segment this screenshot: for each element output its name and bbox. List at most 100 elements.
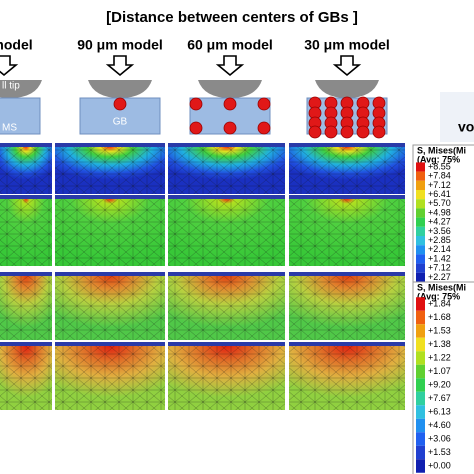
legend-swatch xyxy=(416,432,425,446)
grain-boundary xyxy=(223,121,237,135)
grain-boundary xyxy=(189,121,203,135)
legend-subtitle: (Avg: 75% xyxy=(417,291,460,301)
legend-subtitle: (Avg: 75% xyxy=(417,154,460,164)
surface-strip xyxy=(168,143,285,148)
body-label: MS xyxy=(2,123,17,134)
legend-title: S, Mises(Mi xyxy=(417,145,466,155)
legend-swatch xyxy=(416,351,425,365)
body-label: GB xyxy=(113,117,128,128)
legend-value: +9.20 xyxy=(428,379,451,389)
side-panel xyxy=(440,92,474,142)
indenter xyxy=(88,80,152,98)
legend-value: +1.07 xyxy=(428,366,451,376)
legend-value: +1.84 xyxy=(428,298,451,308)
indenter xyxy=(198,80,262,98)
legend-value: +1.22 xyxy=(428,352,451,362)
surface-strip xyxy=(168,272,285,277)
mesh xyxy=(168,147,285,194)
mesh xyxy=(168,199,285,266)
load-arrow xyxy=(0,55,19,77)
surface-strip xyxy=(55,143,165,148)
legend-value: +8.55 xyxy=(428,161,451,171)
mesh xyxy=(0,276,52,340)
mesh xyxy=(289,276,405,340)
indenter xyxy=(315,80,379,98)
mesh xyxy=(289,147,405,194)
mesh xyxy=(0,199,52,266)
legend-swatch xyxy=(416,254,425,264)
legend-title: S, Mises(Mi xyxy=(417,282,466,292)
grain-boundary xyxy=(356,125,370,139)
legend-value: +4.60 xyxy=(428,420,451,430)
mesh xyxy=(55,346,165,410)
legend-swatch xyxy=(416,297,425,311)
legend-value: +2.14 xyxy=(428,244,451,254)
legend-value: +2.85 xyxy=(428,235,451,245)
surface-strip xyxy=(0,195,52,200)
mesh xyxy=(0,346,52,410)
column-label: 60 μm model xyxy=(187,37,273,53)
load-arrow xyxy=(105,55,135,77)
grain-boundary xyxy=(372,125,386,139)
surface-strip xyxy=(55,342,165,347)
legend-swatch xyxy=(416,263,425,273)
legend-swatch xyxy=(416,190,425,200)
legend-swatch xyxy=(416,405,425,419)
grain-boundary xyxy=(223,97,237,111)
mesh xyxy=(55,199,165,266)
surface-strip xyxy=(0,342,52,347)
legend-swatch xyxy=(416,418,425,433)
legend-swatch xyxy=(416,310,425,325)
side-label: vo xyxy=(458,119,474,135)
legend-swatch xyxy=(416,459,425,473)
legend-value: +5.70 xyxy=(428,198,451,208)
legend-value: +1.68 xyxy=(428,312,451,322)
legend-swatch xyxy=(416,337,425,352)
load-arrow xyxy=(332,55,362,77)
mesh xyxy=(289,199,405,266)
legend-value: +7.12 xyxy=(428,263,451,273)
legend-swatch xyxy=(416,391,425,406)
mesh xyxy=(289,346,405,410)
surface-strip xyxy=(0,272,52,277)
column-label: 30 μm model xyxy=(304,37,390,53)
surface-strip xyxy=(289,342,405,347)
figure-title: [Distance between centers of GBs ] xyxy=(106,9,358,26)
grain-boundary xyxy=(308,125,322,139)
legend-value: +0.00 xyxy=(428,460,451,470)
surface-strip xyxy=(0,143,52,148)
legend-swatch xyxy=(416,226,425,236)
surface-strip xyxy=(168,342,285,347)
legend-value: +1.42 xyxy=(428,253,451,263)
legend-swatch xyxy=(416,324,425,338)
column-label: 90 μm model xyxy=(77,37,163,53)
legend-swatch xyxy=(416,162,425,172)
legend-swatch xyxy=(416,180,425,190)
column-label: model xyxy=(0,37,33,53)
legend-value: +1.38 xyxy=(428,339,451,349)
legend-value: +1.53 xyxy=(428,325,451,335)
grain-boundary xyxy=(257,121,271,135)
legend-swatch xyxy=(416,171,425,181)
legend-value: +4.27 xyxy=(428,217,451,227)
legend-value: +7.67 xyxy=(428,393,451,403)
mesh xyxy=(55,276,165,340)
legend-swatch xyxy=(416,199,425,209)
legend-value: +7.84 xyxy=(428,171,451,181)
surface-strip xyxy=(55,195,165,200)
legend-swatch xyxy=(416,236,425,246)
specimen xyxy=(0,97,41,135)
surface-strip xyxy=(55,272,165,277)
legend-value: +3.56 xyxy=(428,226,451,236)
surface-strip xyxy=(289,143,405,148)
surface-strip xyxy=(289,195,405,200)
grain-boundary xyxy=(257,97,271,111)
surface-strip xyxy=(168,195,285,200)
legend-swatch xyxy=(416,245,425,255)
legend-value: +1.53 xyxy=(428,447,451,457)
tip-label: ll tip xyxy=(2,81,20,92)
surface-strip xyxy=(289,272,405,277)
legend-swatch xyxy=(416,364,425,379)
mesh xyxy=(0,147,52,194)
legend-value: +4.98 xyxy=(428,207,451,217)
